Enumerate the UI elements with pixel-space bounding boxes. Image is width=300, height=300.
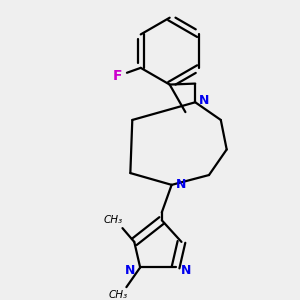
Text: N: N [199,94,209,107]
Text: N: N [181,264,191,277]
Text: N: N [125,264,135,277]
Text: CH₃: CH₃ [109,290,128,300]
Text: N: N [176,178,186,191]
Text: F: F [112,69,122,83]
Text: CH₃: CH₃ [103,215,122,225]
